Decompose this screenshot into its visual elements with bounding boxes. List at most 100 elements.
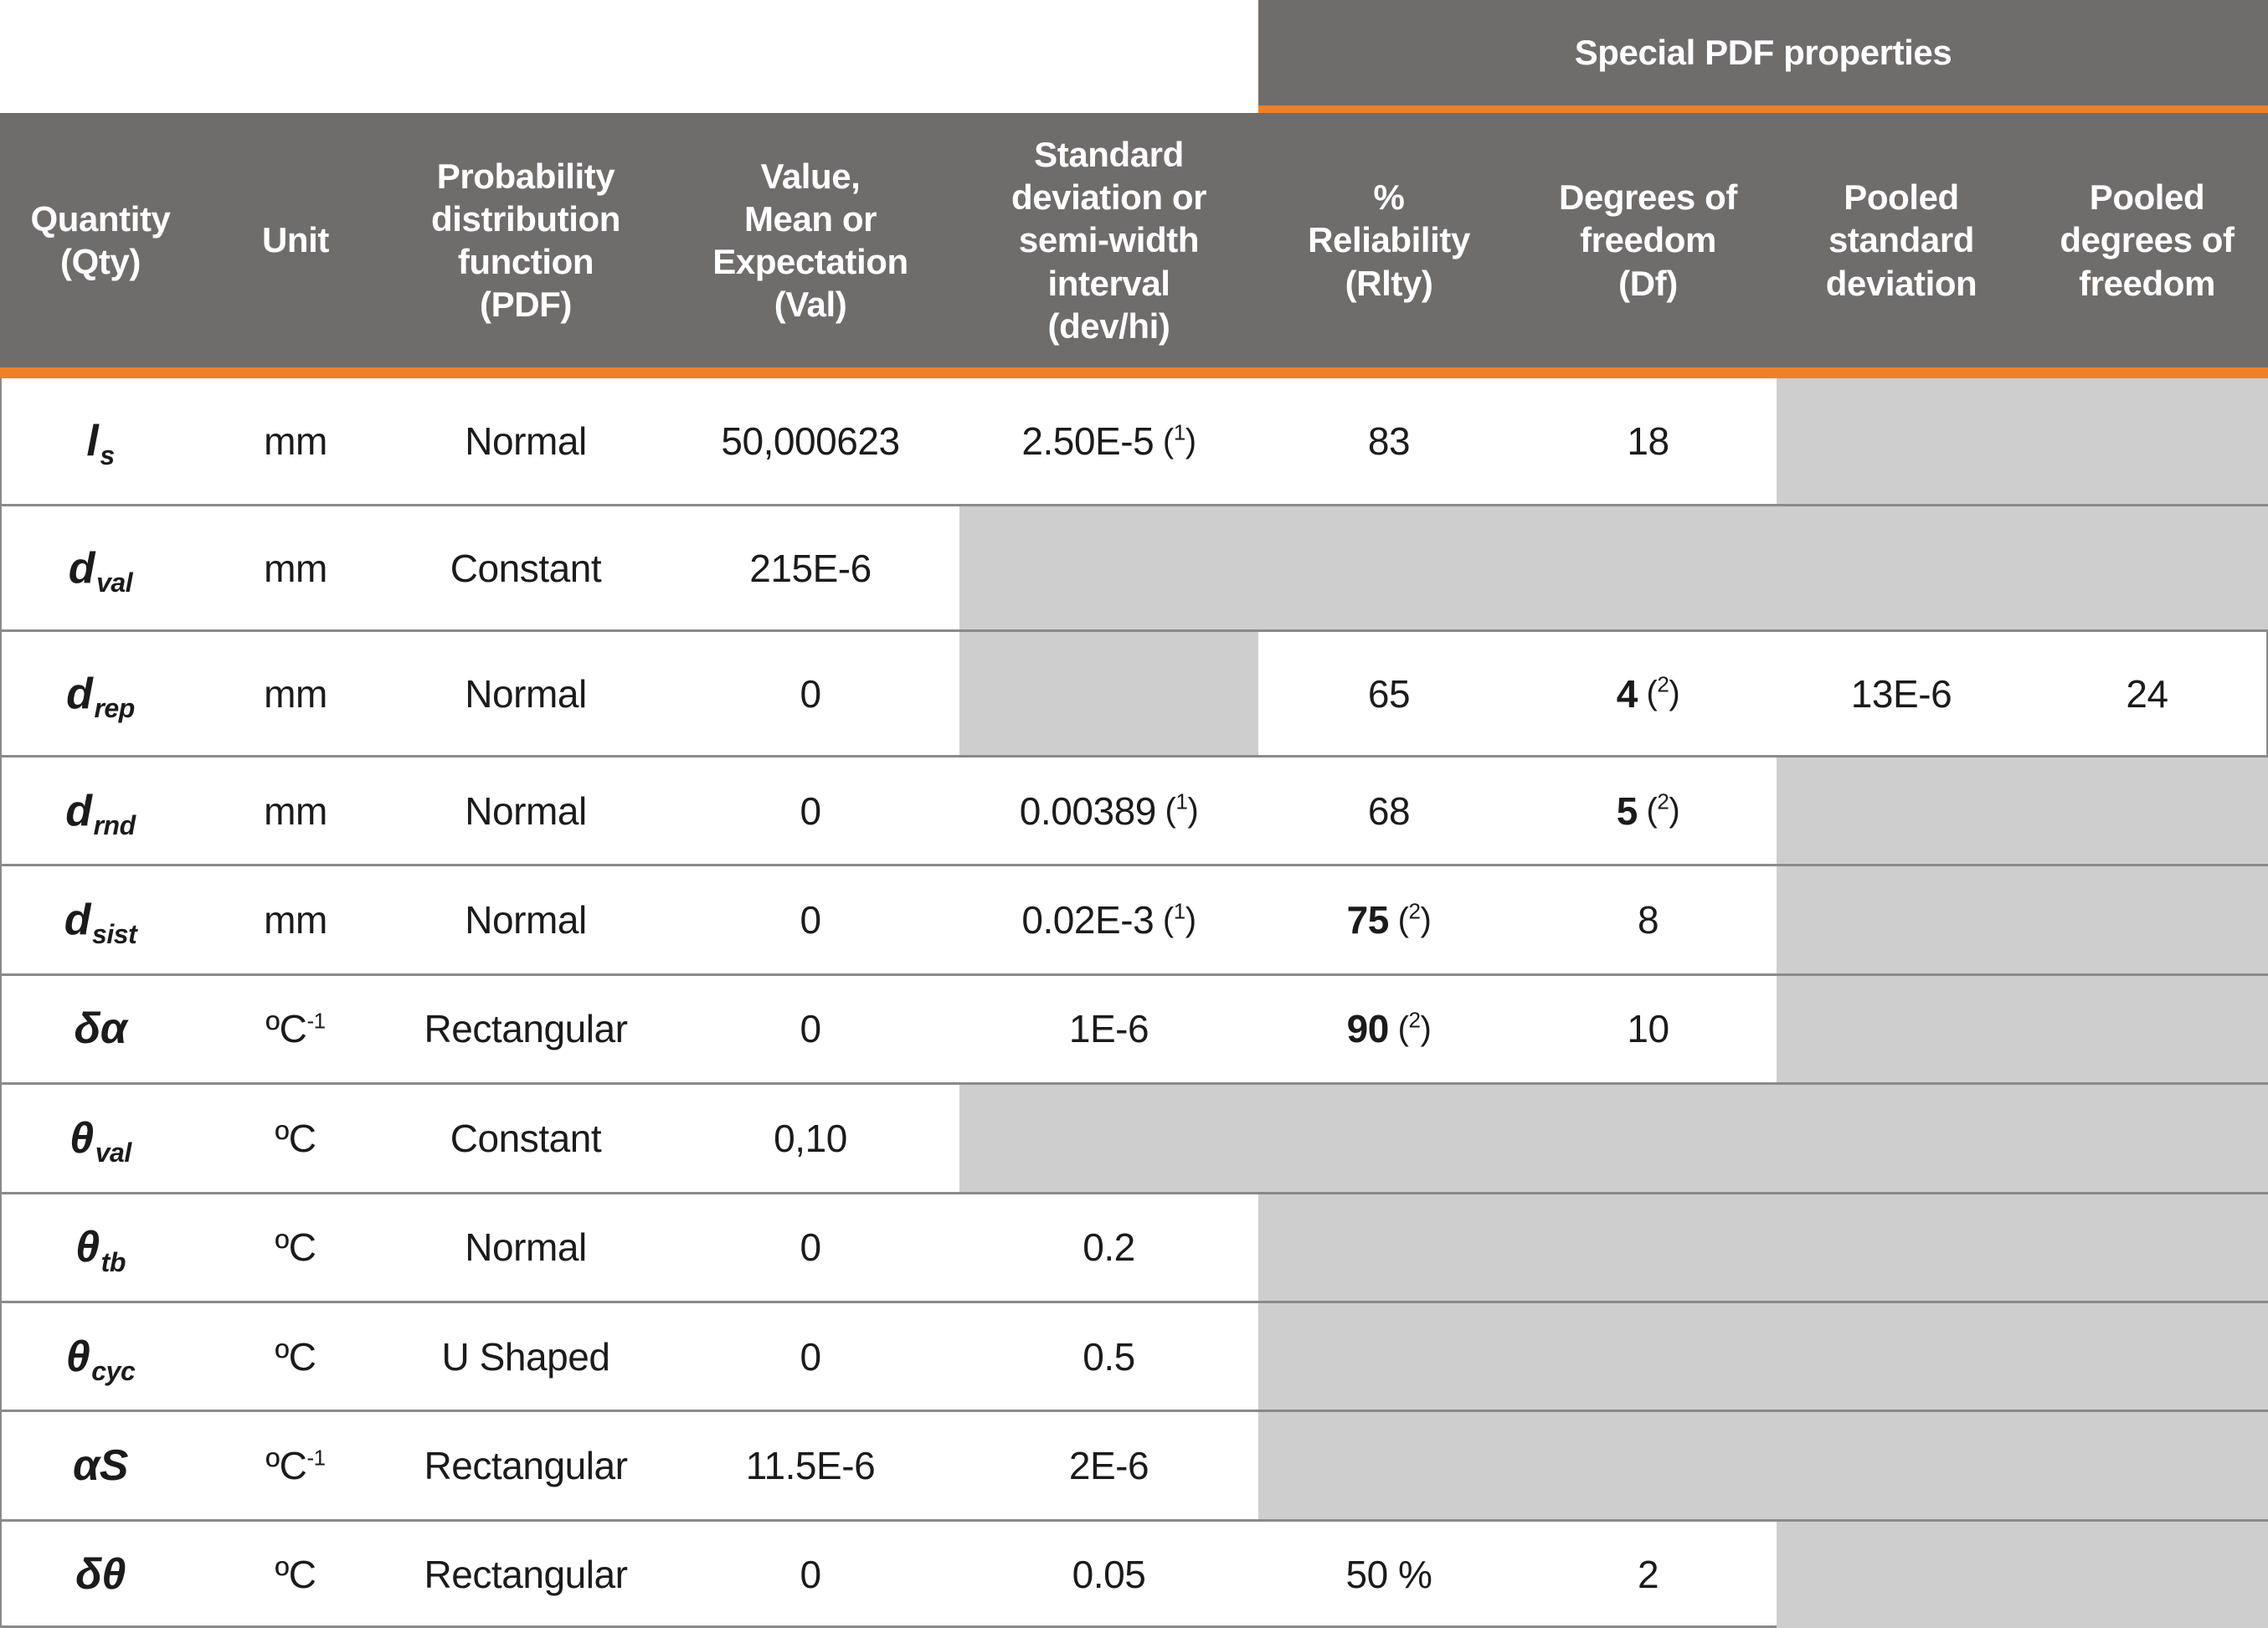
quantity-symbol: θval <box>69 1113 131 1168</box>
table-row: ls mm Normal 50,000623 2.50E-5 (1) 83 18 <box>0 378 2268 504</box>
cell-rlty: 65 <box>1367 671 1411 716</box>
unit-value: ºC <box>275 1553 316 1597</box>
special-pdf-properties-header: Special PDF properties <box>1258 0 2268 113</box>
cell-pooled_df: 24 <box>2126 671 2168 716</box>
cell-pooled_std <box>1777 1194 2026 1301</box>
cell-df: 2 <box>1637 1553 1659 1597</box>
cell-pdf: U Shaped <box>441 1334 610 1379</box>
quantity-symbol: θcyc <box>65 1332 136 1387</box>
cell-pdf: Normal <box>465 1225 587 1270</box>
cell-dev <box>959 632 1258 755</box>
cell-df: 8 <box>1637 898 1659 942</box>
cell-rlty <box>1258 1194 1520 1301</box>
column-header-std-dev: Standard deviation or semi-width interva… <box>1011 134 1206 346</box>
cell-df: 10 <box>1627 1007 1669 1051</box>
cell-pooled_df <box>2026 378 2268 504</box>
cell-pdf: Normal <box>465 671 587 716</box>
unit-value: ºC <box>275 1334 316 1379</box>
cell-dev <box>959 506 1258 629</box>
column-header-reliability: % Reliability (Rlty) <box>1308 177 1470 303</box>
cell-unit: ºC-1 <box>201 1412 390 1518</box>
cell-pooled_df <box>2026 866 2268 973</box>
cell-qty: δθ <box>0 1522 201 1628</box>
cell-qty: θcyc <box>0 1303 201 1410</box>
cell-dev: 0.2 <box>1083 1225 1135 1270</box>
cell-pooled_std <box>1777 1302 2026 1410</box>
cell-df: 4 (2) <box>1616 671 1680 716</box>
cell-pooled_df <box>2026 506 2268 629</box>
cell-pooled_df <box>2026 975 2268 1083</box>
footnote-marker: (2) <box>1637 671 1680 711</box>
footnote-marker: (1) <box>1155 788 1199 829</box>
footnote-marker: (2) <box>1388 898 1432 938</box>
column-header-quantity: Quantity (Qty) <box>30 198 171 281</box>
cell-pooled_df <box>2026 1085 2268 1192</box>
table-row: θcyc ºC U Shaped 0 0.5 <box>0 1300 2268 1410</box>
cell-unit: mm <box>201 758 390 864</box>
cell-pooled_df <box>2026 1194 2268 1301</box>
cell-dev: 2E-6 <box>1068 1444 1149 1488</box>
unit-value: mm <box>264 419 327 463</box>
unit-value: mm <box>264 546 327 590</box>
table-header-row: Quantity (Qty) Unit Probability distribu… <box>0 113 2268 367</box>
cell-val: 0 <box>800 898 821 942</box>
unit-value: ºC-1 <box>265 1007 326 1051</box>
unit-value: ºC-1 <box>265 1444 326 1488</box>
unit-value: mm <box>264 788 327 833</box>
cell-df <box>1520 506 1777 629</box>
table-row: δθ ºC Rectangular 0 0.05 50 % 2 <box>0 1518 2268 1628</box>
unit-value: ºC <box>275 1116 316 1160</box>
cell-df: 5 (2) <box>1616 788 1680 833</box>
cell-qty: drep <box>0 632 201 755</box>
cell-dev: 1E-6 <box>1068 1007 1149 1051</box>
cell-pooled_df <box>2026 1521 2268 1628</box>
cell-val: 0 <box>800 788 821 833</box>
cell-qty: dval <box>0 506 201 629</box>
special-header-row: Special PDF properties <box>0 0 2268 113</box>
cell-pooled_df <box>2026 1302 2268 1410</box>
cell-rlty <box>1258 1085 1520 1192</box>
table-row: αS ºC-1 Rectangular 11.5E-6 2E-6 <box>0 1410 2268 1519</box>
cell-qty: ls <box>0 378 201 504</box>
quantity-symbol: δα <box>74 1004 127 1054</box>
column-header-value: Value, Mean or Expectation (Val) <box>712 156 908 325</box>
cell-pdf: Rectangular <box>424 1007 628 1051</box>
cell-val: 50,000623 <box>721 419 900 463</box>
cell-unit: mm <box>201 506 390 629</box>
cell-dev: 0.5 <box>1083 1334 1135 1379</box>
cell-unit: ºC <box>201 1085 390 1191</box>
quantity-symbol: drep <box>66 669 135 723</box>
cell-pdf: Normal <box>465 419 587 463</box>
cell-pooled_df <box>2026 1412 2268 1519</box>
footnote-marker: (2) <box>1637 788 1680 829</box>
header-underline-rule <box>0 367 2268 378</box>
cell-pdf: Normal <box>465 788 587 833</box>
column-header-unit: Unit <box>262 220 329 260</box>
footnote-marker: (1) <box>1154 898 1196 938</box>
table-row: drep mm Normal 0 65 4 (2) 13E-6 24 <box>0 629 2268 755</box>
cell-unit: ºC-1 <box>201 976 390 1082</box>
cell-dev <box>959 1085 1258 1192</box>
cell-qty: drnd <box>0 758 201 864</box>
cell-val: 215E-6 <box>749 546 872 590</box>
table-row: drnd mm Normal 0 0.00389 (1) 68 5 (2) <box>0 755 2268 865</box>
cell-unit: ºC <box>201 1522 390 1628</box>
cell-df <box>1520 1194 1777 1301</box>
quantity-symbol: ls <box>86 417 115 471</box>
column-header-pdf: Probability distribution function (PDF) <box>431 156 620 325</box>
cell-pdf: Normal <box>465 898 587 942</box>
cell-rlty: 75 (2) <box>1346 898 1432 942</box>
cell-qty: αS <box>0 1412 201 1518</box>
cell-val: 0 <box>800 1007 821 1051</box>
cell-unit: ºC <box>201 1194 390 1301</box>
cell-pooled_std <box>1777 975 2026 1083</box>
cell-pooled_std <box>1777 866 2026 973</box>
cell-rlty <box>1258 1302 1520 1410</box>
cell-df <box>1520 1412 1777 1519</box>
cell-val: 0,10 <box>774 1116 847 1160</box>
cell-dev: 0.00389 (1) <box>1019 788 1199 833</box>
footnote-marker: (2) <box>1388 1007 1432 1047</box>
cell-df: 18 <box>1627 419 1669 463</box>
cell-qty: δα <box>0 976 201 1082</box>
cell-unit: mm <box>201 378 390 504</box>
